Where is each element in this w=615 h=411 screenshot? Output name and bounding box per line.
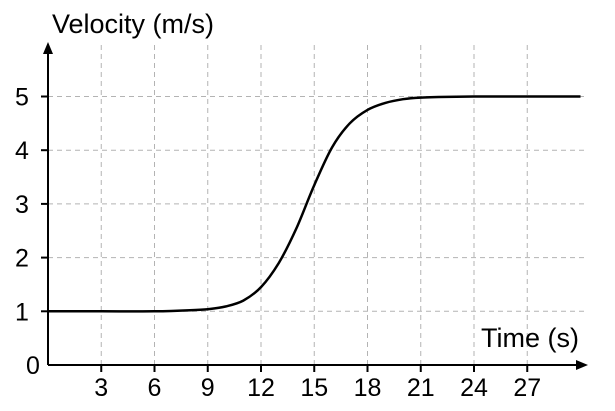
x-tick-label: 24 bbox=[460, 374, 488, 402]
x-tick-label: 15 bbox=[300, 374, 328, 402]
y-tick-label: 0 bbox=[26, 352, 40, 380]
x-tick-label: 18 bbox=[354, 374, 382, 402]
x-tick-label: 21 bbox=[407, 374, 435, 402]
x-axis-label: Time (s) bbox=[481, 323, 579, 353]
y-axis-arrow bbox=[43, 42, 53, 54]
grid bbox=[48, 45, 585, 365]
x-tick-label: 9 bbox=[201, 374, 215, 402]
y-tick-label: 5 bbox=[15, 84, 29, 112]
y-tick-label: 2 bbox=[15, 245, 29, 273]
y-tick-label: 3 bbox=[15, 191, 29, 219]
y-axis-label: Velocity (m/s) bbox=[52, 9, 214, 39]
x-axis-arrow bbox=[576, 360, 588, 370]
x-tick-label: 6 bbox=[148, 374, 162, 402]
x-tick-label: 3 bbox=[94, 374, 108, 402]
velocity-curve bbox=[48, 95, 581, 313]
x-tick-label: 12 bbox=[247, 374, 275, 402]
x-tick-label: 27 bbox=[513, 374, 541, 402]
y-tick-label: 1 bbox=[15, 298, 29, 326]
y-tick-label: 4 bbox=[15, 137, 29, 165]
axes bbox=[43, 42, 588, 370]
